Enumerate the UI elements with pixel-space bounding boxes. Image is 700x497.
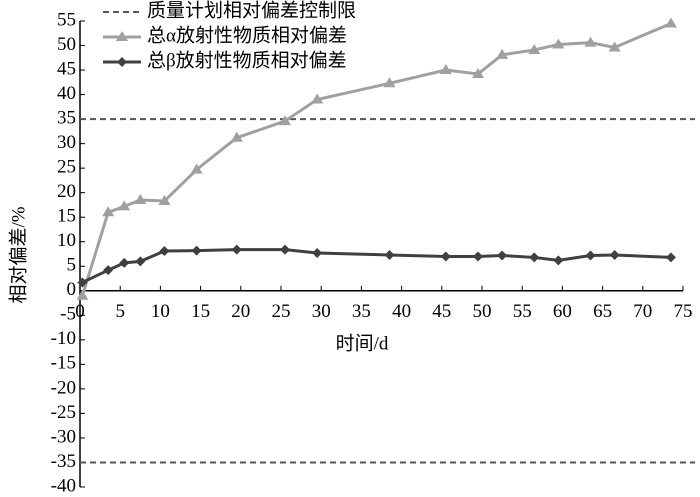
- point: [440, 251, 451, 262]
- x-axis-label: 时间/d: [336, 332, 389, 354]
- point: [312, 248, 323, 259]
- y-tick-label: 30: [57, 132, 76, 153]
- y-tick-label: -15: [51, 353, 76, 374]
- point: [159, 246, 170, 257]
- point: [584, 36, 597, 47]
- point: [497, 250, 508, 261]
- x-tick-label: 45: [432, 301, 451, 322]
- x-tick-label: 15: [191, 301, 210, 322]
- y-tick-label: 10: [57, 230, 76, 251]
- x-tick-label: 25: [272, 301, 291, 322]
- x-tick-label: 75: [674, 301, 693, 322]
- point: [608, 41, 621, 52]
- point: [77, 277, 88, 288]
- y-axis-label: 相对偏差/%: [7, 206, 29, 303]
- x-tick-label: 30: [312, 301, 331, 322]
- x-tick-label: 0: [75, 301, 85, 322]
- legend-label: 总α放射性物质相对偏差: [147, 24, 347, 46]
- point: [135, 256, 146, 267]
- legend-marker: [117, 57, 127, 67]
- y-tick-label: -10: [51, 328, 76, 349]
- point: [280, 244, 291, 255]
- x-tick-label: 5: [115, 301, 125, 322]
- x-tick-label: 40: [392, 301, 411, 322]
- point: [665, 252, 676, 263]
- point: [553, 255, 564, 266]
- y-tick-label: -40: [51, 475, 76, 496]
- point: [609, 249, 620, 260]
- point: [102, 206, 115, 217]
- point: [119, 257, 130, 268]
- y-tick-label: 15: [57, 206, 76, 227]
- y-tick-label: 25: [57, 157, 76, 178]
- point: [103, 265, 114, 276]
- y-tick-label: 50: [57, 34, 76, 55]
- point: [118, 200, 131, 211]
- point: [384, 249, 395, 260]
- x-tick-label: 10: [151, 301, 170, 322]
- series-line: [81, 248, 672, 284]
- y-tick-label: -30: [51, 426, 76, 447]
- point: [279, 115, 292, 126]
- point: [311, 93, 324, 104]
- point: [528, 43, 541, 54]
- y-tick-label: -20: [51, 377, 76, 398]
- x-tick-label: 70: [633, 301, 652, 322]
- y-tick-label: 55: [57, 9, 76, 30]
- point: [585, 250, 596, 261]
- y-tick-label: -35: [51, 451, 76, 472]
- x-tick-label: 20: [231, 301, 250, 322]
- y-tick-label: -5: [60, 304, 76, 325]
- point: [191, 245, 202, 256]
- y-tick-label: 0: [67, 279, 77, 300]
- point: [158, 195, 171, 206]
- point: [383, 77, 396, 88]
- x-tick-label: 60: [553, 301, 572, 322]
- point: [439, 64, 452, 75]
- legend-marker: [116, 31, 128, 41]
- point: [76, 289, 89, 300]
- x-tick-label: 55: [513, 301, 532, 322]
- y-tick-label: 35: [57, 107, 76, 128]
- point: [230, 131, 243, 142]
- x-tick-label: 35: [352, 301, 371, 322]
- point: [471, 67, 484, 78]
- y-tick-label: 20: [57, 181, 76, 202]
- legend-label: 质量计划相对偏差控制限: [147, 0, 356, 21]
- point: [134, 194, 147, 205]
- point: [529, 252, 540, 263]
- legend-label: 总β放射性物质相对偏差: [147, 49, 347, 71]
- x-tick-label: 65: [593, 301, 612, 322]
- x-tick-label: 50: [473, 301, 492, 322]
- y-tick-label: 5: [67, 255, 77, 276]
- point: [496, 48, 509, 59]
- point: [552, 38, 565, 49]
- point: [231, 244, 242, 255]
- point: [664, 17, 677, 28]
- y-tick-label: 45: [57, 58, 76, 79]
- y-tick-label: -25: [51, 402, 76, 423]
- point: [190, 163, 203, 174]
- point: [472, 251, 483, 262]
- y-tick-label: 40: [57, 83, 76, 104]
